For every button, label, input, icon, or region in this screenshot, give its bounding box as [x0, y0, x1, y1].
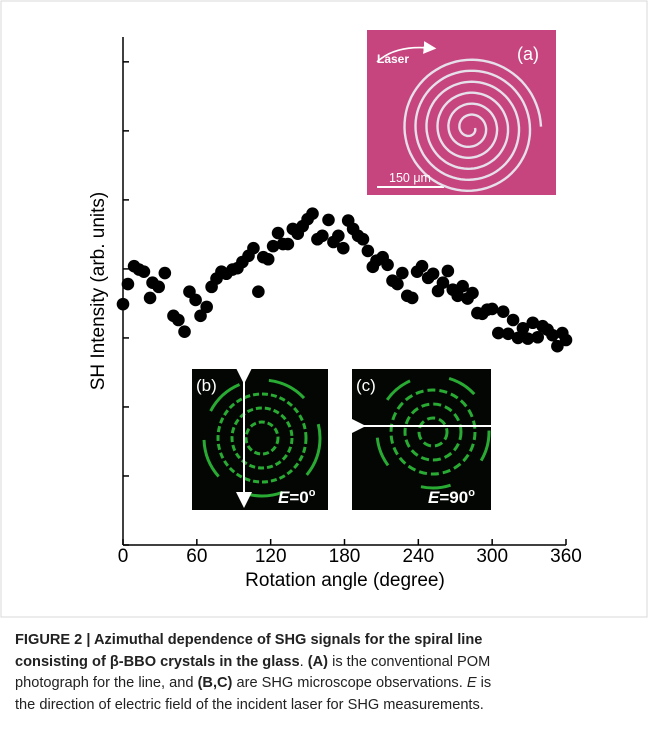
data-point	[322, 213, 335, 227]
data-point	[436, 276, 450, 290]
data-point	[441, 264, 455, 278]
data-point	[247, 241, 260, 255]
caption-text: is	[476, 675, 492, 691]
data-point	[501, 327, 515, 341]
data-point	[492, 326, 505, 340]
sup: o	[309, 487, 316, 499]
inset-a	[367, 30, 556, 195]
inset-b-label: (b)	[196, 376, 217, 395]
chart: 0 60 120 180 240 300 360 Laser (a) 150 μm (b) …	[0, 0, 648, 618]
data-point	[415, 259, 429, 273]
data-point	[189, 293, 202, 307]
data-point	[531, 330, 544, 344]
figure-frame	[0, 0, 648, 618]
data-point	[121, 277, 135, 291]
data-point	[252, 285, 265, 298]
data-point	[356, 232, 370, 246]
caption-text: is the conventional POM	[328, 653, 491, 670]
x-tick-label: 180	[329, 546, 361, 567]
data-point	[559, 333, 573, 347]
data-point	[516, 321, 530, 335]
data-point	[511, 331, 525, 345]
data-point	[426, 267, 440, 281]
data-point	[336, 241, 350, 255]
data-point	[396, 266, 409, 280]
data-point	[496, 305, 510, 319]
caption-line: photograph for the line, and (B,C) are S…	[15, 673, 640, 695]
inset-a-label: (a)	[517, 44, 539, 64]
data-point	[266, 239, 280, 253]
x-tick-label: 120	[255, 546, 287, 567]
data-point	[456, 279, 469, 293]
caption-text: the direction of electric field of the i…	[15, 696, 484, 713]
inset-b	[192, 369, 328, 510]
data-point	[158, 266, 172, 280]
data-point	[271, 226, 285, 240]
caption-line: the direction of electric field of the i…	[15, 695, 640, 717]
sup: o	[468, 487, 475, 499]
angle: =0	[289, 488, 308, 507]
caption-text: E	[466, 675, 477, 691]
data-point	[261, 252, 275, 266]
data-point	[361, 244, 375, 258]
x-tick-label: 240	[402, 546, 434, 567]
laser-arrow	[376, 41, 437, 63]
inset-c-label: (c)	[356, 376, 376, 395]
caption-text: FIGURE 2 | Azimuthal dependence of SHG s…	[15, 632, 483, 648]
laser-label: Laser	[377, 52, 409, 66]
inset-b-angle: E=0o	[278, 487, 316, 507]
inset-c-angle: E=90o	[428, 487, 475, 507]
x-tick-label: 60	[186, 546, 207, 567]
data-point	[381, 258, 394, 272]
data-point	[137, 265, 151, 278]
data-point	[172, 313, 185, 327]
x-tick-label: 0	[118, 546, 129, 567]
data-point	[178, 325, 191, 339]
x-tick-label: 300	[476, 546, 508, 567]
caption-text: (B,C)	[197, 675, 233, 691]
caption: FIGURE 2 | Azimuthal dependence of SHG s…	[15, 630, 640, 716]
data-point	[521, 332, 535, 345]
data-point	[405, 291, 419, 305]
var: E	[428, 488, 440, 507]
spiral	[403, 58, 543, 193]
data-point	[143, 291, 157, 305]
plot-area: 0 60 120 180 240 300 360	[116, 37, 582, 567]
data-point	[194, 309, 207, 323]
data-point	[526, 316, 540, 330]
caption-text: consisting of β-BBO crystals in the glas…	[15, 653, 300, 670]
x-axis-label: Rotation angle (degree)	[245, 570, 445, 591]
caption-text: .	[299, 653, 304, 670]
data-point	[506, 313, 520, 327]
scale-label: 150 μm	[389, 171, 431, 185]
data-point	[485, 302, 499, 316]
data-point	[332, 229, 345, 243]
data-point	[451, 289, 465, 303]
caption-text: photograph for the line, and	[15, 675, 198, 691]
caption-line: FIGURE 2 | Azimuthal dependence of SHG s…	[15, 630, 640, 652]
data-point	[152, 280, 165, 294]
var: E	[278, 488, 290, 507]
caption-text: are SHG microscope observations.	[232, 675, 467, 691]
data-point	[316, 229, 329, 243]
caption-text: (A)	[303, 653, 329, 670]
data-point	[546, 328, 559, 342]
data-point	[116, 297, 130, 311]
inset-c	[352, 369, 491, 510]
data-point	[391, 277, 404, 291]
x-tick-label: 360	[550, 546, 582, 567]
data-point	[466, 286, 479, 300]
data-point	[306, 207, 319, 220]
angle: =90	[439, 488, 468, 507]
data-point	[200, 300, 213, 314]
data-point	[281, 237, 295, 251]
y-axis-label: SH Intensity (arb. units)	[88, 192, 109, 391]
caption-line: consisting of β-BBO crystals in the glas…	[15, 652, 640, 674]
